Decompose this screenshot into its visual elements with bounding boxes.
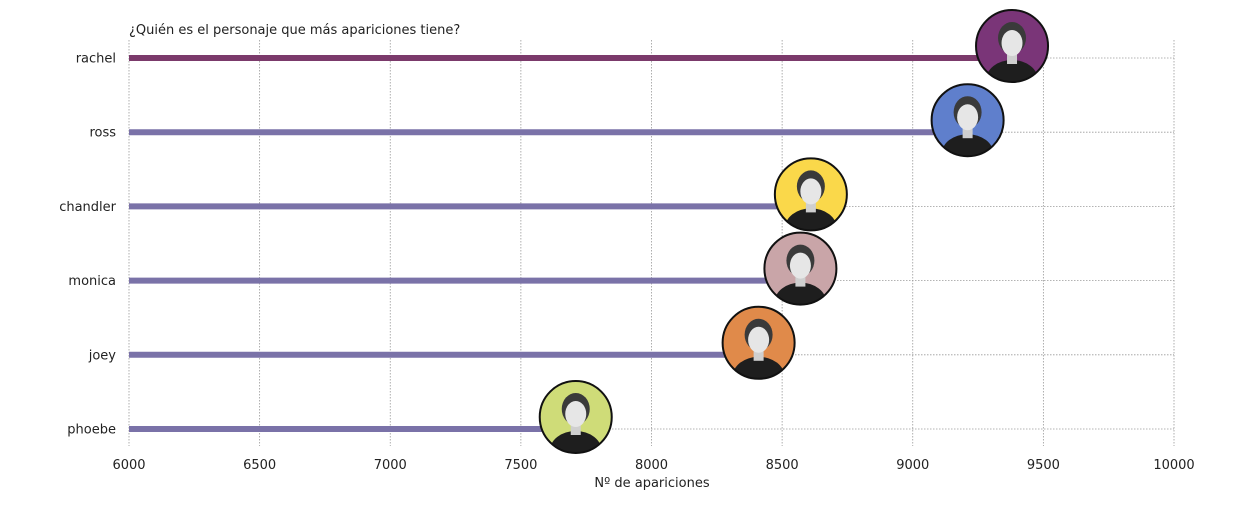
avatars (538, 9, 1050, 454)
x-tick-label: 10000 (1153, 458, 1194, 473)
phoebe-portrait-icon (538, 380, 613, 454)
x-tick-label: 7500 (504, 458, 537, 473)
x-tick-label: 8500 (766, 458, 799, 473)
grid (128, 40, 1175, 446)
category-labels: rachel ross chandler monica joey phoebe (59, 52, 116, 438)
x-tick-label: 6000 (112, 458, 145, 473)
joey-portrait-icon (721, 305, 796, 380)
x-tick-label: 9500 (1027, 458, 1060, 473)
chandler-portrait-icon (773, 157, 848, 232)
x-tick-label: 9000 (896, 458, 929, 473)
x-tick-label: 7000 (374, 458, 407, 473)
category-label-rachel: rachel (76, 52, 116, 67)
monica-portrait-icon (763, 231, 838, 306)
chart-title: ¿Quién es el personaje que más aparicion… (129, 23, 460, 38)
x-tick-label: 8000 (635, 458, 668, 473)
ross-portrait-icon (930, 83, 1005, 158)
bars (129, 55, 1013, 432)
category-label-chandler: chandler (59, 200, 116, 215)
category-label-monica: monica (68, 274, 116, 289)
category-label-joey: joey (88, 348, 117, 363)
x-tick-label: 6500 (243, 458, 276, 473)
category-label-ross: ross (89, 126, 116, 141)
x-axis-label: Nº de apariciones (594, 476, 709, 491)
x-tick-labels: 6000 6500 7000 7500 8000 8500 9000 9500 10000 (112, 458, 1194, 473)
category-label-phoebe: phoebe (67, 423, 116, 438)
rachel-portrait-icon (975, 9, 1050, 83)
